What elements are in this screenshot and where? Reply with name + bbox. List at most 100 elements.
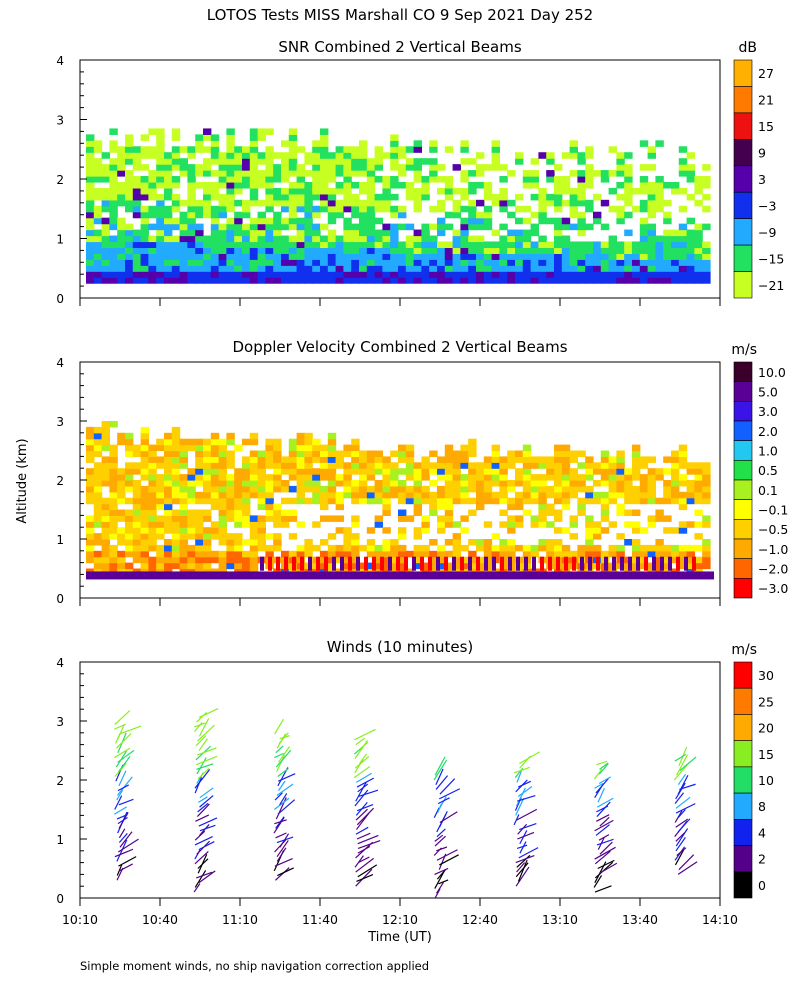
snr-cell — [265, 146, 274, 153]
doppler-cell — [195, 444, 204, 452]
doppler-cell — [273, 509, 282, 516]
doppler-cell — [647, 515, 656, 522]
doppler-cell — [616, 491, 625, 499]
snr-cell — [148, 152, 157, 159]
wind-barb — [274, 857, 293, 867]
doppler-cell — [93, 426, 103, 434]
snr-cell — [483, 181, 493, 189]
snr-cell — [218, 265, 227, 272]
wind-barb — [594, 885, 612, 893]
doppler-cell — [374, 497, 383, 505]
colorbar-label: 25 — [758, 694, 774, 709]
doppler-cell — [335, 474, 344, 481]
doppler-cell — [93, 450, 103, 457]
snr-cell — [343, 199, 352, 207]
doppler-cell — [561, 550, 571, 558]
snr-cell — [296, 199, 305, 207]
doppler-cell — [452, 474, 461, 481]
doppler-cell — [93, 497, 103, 505]
snr-cell — [351, 181, 360, 189]
snr-cell — [234, 241, 243, 249]
x-axis-label: Time (UT) — [367, 930, 432, 945]
snr-cell — [444, 146, 454, 153]
snr-cell — [288, 247, 298, 254]
doppler-cell — [647, 474, 656, 481]
doppler-cell — [86, 480, 95, 487]
wind-barb — [356, 874, 374, 883]
doppler-cell — [507, 480, 516, 487]
snr-cell — [491, 229, 500, 237]
snr-cell — [421, 229, 430, 237]
doppler-stripe — [404, 556, 408, 571]
snr-cell — [405, 271, 415, 278]
snr-cell — [320, 193, 329, 201]
doppler-stripe — [460, 556, 464, 571]
doppler-cell — [242, 468, 251, 475]
snr-cell — [460, 158, 469, 165]
snr-cell — [249, 128, 259, 135]
colorbar-swatch — [733, 420, 753, 441]
doppler-cell — [210, 438, 220, 446]
snr-cell — [554, 271, 563, 278]
doppler-cell — [390, 450, 399, 457]
doppler-cell — [171, 515, 181, 522]
doppler-cell — [476, 497, 485, 505]
snr-cell — [405, 253, 415, 260]
doppler-cell — [608, 521, 617, 528]
doppler-cell — [171, 556, 181, 564]
doppler-cell — [179, 527, 188, 534]
snr-cell — [281, 158, 290, 165]
snr-cell — [179, 146, 188, 153]
snr-cell — [273, 241, 282, 249]
snr-cell — [632, 259, 641, 266]
wind-barb — [274, 792, 283, 801]
doppler-cell — [366, 462, 376, 469]
snr-cell — [694, 271, 703, 278]
snr-cell — [554, 235, 563, 243]
doppler-cell — [125, 533, 134, 540]
doppler-cell — [405, 468, 415, 475]
doppler-cell — [452, 480, 461, 487]
snr-cell — [655, 199, 664, 207]
snr-cell — [210, 259, 220, 266]
doppler-cell — [522, 462, 532, 469]
doppler-cell — [164, 456, 173, 463]
snr-cell — [320, 265, 329, 272]
snr-cell — [585, 223, 594, 231]
snr-cell — [515, 152, 524, 159]
y-tick-label: 3 — [56, 715, 64, 729]
snr-cell — [468, 170, 477, 177]
doppler-cell — [93, 539, 103, 546]
snr-cell — [320, 128, 329, 135]
snr-cell — [538, 211, 547, 219]
snr-cell — [132, 241, 142, 249]
snr-cell — [678, 187, 688, 195]
snr-cell — [86, 277, 95, 284]
snr-cell — [390, 235, 399, 243]
doppler-cell — [359, 462, 368, 469]
doppler-cell — [164, 503, 173, 511]
doppler-cell — [694, 521, 703, 528]
doppler-cell — [491, 444, 500, 452]
snr-cell — [390, 271, 399, 278]
doppler-cell — [218, 550, 227, 558]
snr-cell — [577, 241, 586, 249]
colorbar-swatch — [733, 558, 753, 579]
snr-cell — [476, 259, 485, 266]
doppler-cell — [702, 562, 711, 570]
snr-cell — [187, 176, 196, 183]
doppler-cell — [312, 544, 321, 552]
snr-cell — [616, 170, 625, 177]
doppler-cell — [522, 444, 532, 452]
doppler-cell — [476, 491, 485, 499]
snr-cell — [312, 241, 321, 249]
doppler-cell — [335, 527, 344, 534]
snr-cell — [405, 164, 415, 171]
doppler-cell — [554, 539, 563, 546]
snr-cell — [413, 140, 422, 147]
snr-cell — [374, 235, 383, 243]
snr-cell — [593, 170, 602, 177]
snr-cell — [491, 158, 500, 165]
doppler-cell — [210, 450, 220, 457]
doppler-cell — [694, 544, 703, 552]
